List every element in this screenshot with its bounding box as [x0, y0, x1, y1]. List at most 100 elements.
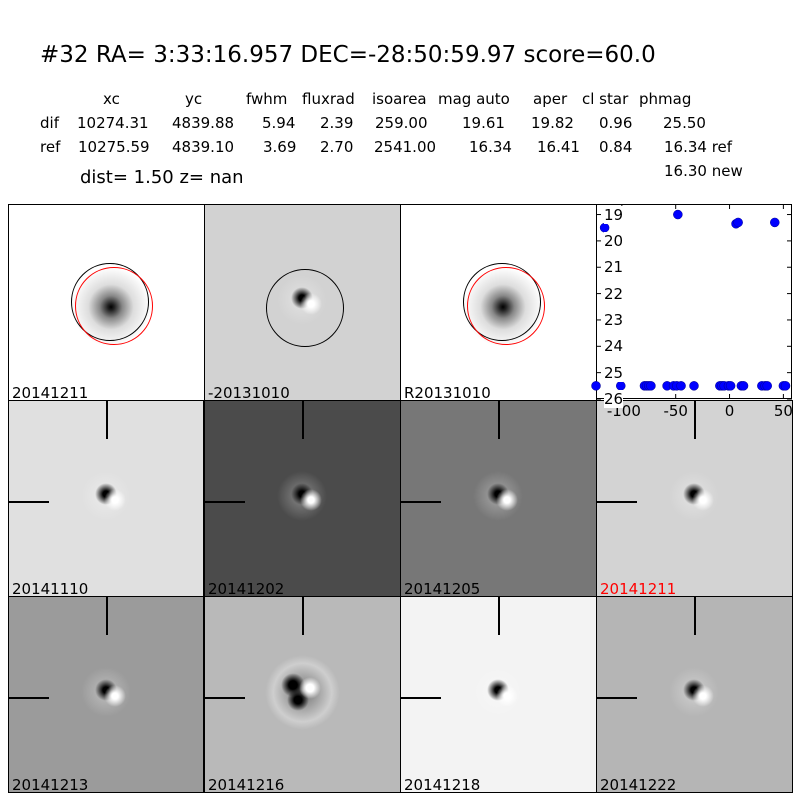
panel-date-label: 20141205 — [404, 580, 481, 597]
data-point — [762, 381, 772, 391]
panel-date-label: -20131010 — [208, 384, 290, 401]
data-point — [616, 381, 626, 391]
image-panel: 20141202 — [204, 400, 401, 597]
y-tick-label: 24 — [604, 337, 624, 356]
image-panel: -20131010 — [204, 204, 401, 401]
cell-value: 0.84 — [599, 138, 633, 156]
image-panel: 20141110 — [8, 400, 204, 597]
panel-date-label: 20141213 — [12, 776, 89, 793]
crosshair-horizontal — [597, 697, 637, 699]
data-point — [591, 381, 601, 391]
lightcurve-plot — [591, 204, 792, 400]
data-point — [733, 217, 743, 228]
column-header: aper — [533, 90, 568, 108]
cell-value: 16.34 ref — [664, 138, 733, 156]
star-bright — [104, 685, 126, 707]
crosshair-vertical — [694, 597, 696, 635]
cell-value: 2.39 — [320, 114, 354, 132]
cell-value: 259.00 — [375, 114, 428, 132]
data-point — [599, 222, 610, 233]
star-bright — [496, 685, 518, 707]
star-bright — [300, 489, 322, 511]
crosshair-vertical — [498, 401, 500, 439]
column-header: phmag — [639, 90, 692, 108]
cell-value: 19.82 — [531, 114, 574, 132]
cell-value: 10275.59 — [78, 138, 150, 156]
row-label: dif — [40, 114, 59, 132]
image-panel: 20141213 — [8, 596, 204, 793]
data-point — [689, 381, 699, 391]
cell-value: 3.69 — [263, 138, 297, 156]
image-panel: 20141211 — [8, 204, 205, 401]
panel-date-label: 20141218 — [404, 776, 481, 793]
cell-value: 25.50 — [663, 114, 706, 132]
y-tick-label: 25 — [604, 363, 624, 382]
data-point — [738, 381, 749, 391]
image-panel: R20131010 — [400, 204, 597, 401]
cell-value: 2541.00 — [374, 138, 437, 156]
y-tick-label: 19 — [604, 205, 624, 224]
crosshair-horizontal — [9, 697, 49, 699]
star-bright — [299, 677, 321, 699]
image-panel: 20141216 — [204, 596, 401, 793]
image-panel: 20141222 — [596, 596, 793, 793]
aperture-circle — [266, 269, 344, 347]
x-tick-label: 50 — [773, 402, 793, 420]
crosshair-vertical — [106, 401, 108, 439]
row-label: ref — [40, 138, 61, 156]
crosshair-horizontal — [401, 501, 441, 503]
data-point — [673, 209, 683, 220]
column-header: fluxrad — [302, 90, 355, 108]
panel-date-label: R20131010 — [404, 384, 491, 401]
panel-date-label: 20141211 — [600, 580, 677, 597]
crosshair-vertical — [106, 597, 108, 635]
data-point — [725, 381, 736, 391]
data-point — [780, 381, 791, 391]
phmag-new: 16.30 new — [664, 162, 743, 180]
crosshair-horizontal — [9, 501, 49, 503]
y-tick-label: 21 — [604, 258, 624, 277]
image-panel: 20141205 — [400, 400, 597, 597]
column-header: yc — [185, 90, 203, 108]
star-bright — [692, 685, 714, 707]
column-header: mag auto — [438, 90, 510, 108]
y-tick-label: 23 — [604, 310, 624, 329]
x-tick-label: -50 — [663, 402, 688, 420]
dist-z-readout: dist= 1.50 z= nan — [80, 167, 244, 188]
cell-value: 4839.88 — [172, 114, 235, 132]
cell-value: 5.94 — [262, 114, 296, 132]
cell-value: 19.61 — [462, 114, 505, 132]
panel-date-label: 20141110 — [12, 580, 89, 597]
crosshair-vertical — [498, 597, 500, 635]
column-header: cl star — [582, 90, 629, 108]
star-bright — [692, 489, 714, 511]
crosshair-vertical — [302, 401, 304, 439]
column-header: isoarea — [372, 90, 427, 108]
image-panel: 20141211 — [596, 400, 793, 597]
aperture-circle-red — [467, 267, 545, 345]
star-bright — [104, 489, 126, 511]
column-header: fwhm — [246, 90, 288, 108]
cell-value: 0.96 — [599, 114, 633, 132]
cell-value: 16.41 — [537, 138, 580, 156]
image-panel: 20141218 — [400, 596, 597, 793]
cell-value: 4839.10 — [172, 138, 235, 156]
crosshair-horizontal — [205, 501, 245, 503]
y-tick-label: 26 — [604, 390, 624, 408]
data-point — [676, 381, 686, 391]
cell-value: 16.34 — [469, 138, 512, 156]
aperture-circle-red — [75, 267, 153, 345]
star-bright — [496, 489, 518, 511]
page-title: #32 RA= 3:33:16.957 DEC=-28:50:59.97 sco… — [40, 42, 656, 68]
panel-date-label: 20141222 — [600, 776, 677, 793]
crosshair-horizontal — [597, 501, 637, 503]
column-header: xc — [103, 90, 120, 108]
crosshair-horizontal — [205, 697, 245, 699]
crosshair-horizontal — [401, 697, 441, 699]
panel-date-label: 20141216 — [208, 776, 285, 793]
data-point — [770, 217, 780, 228]
y-tick-label: 22 — [604, 284, 624, 303]
crosshair-vertical — [694, 401, 696, 439]
crosshair-vertical — [302, 597, 304, 635]
cell-value: 10274.31 — [77, 114, 149, 132]
